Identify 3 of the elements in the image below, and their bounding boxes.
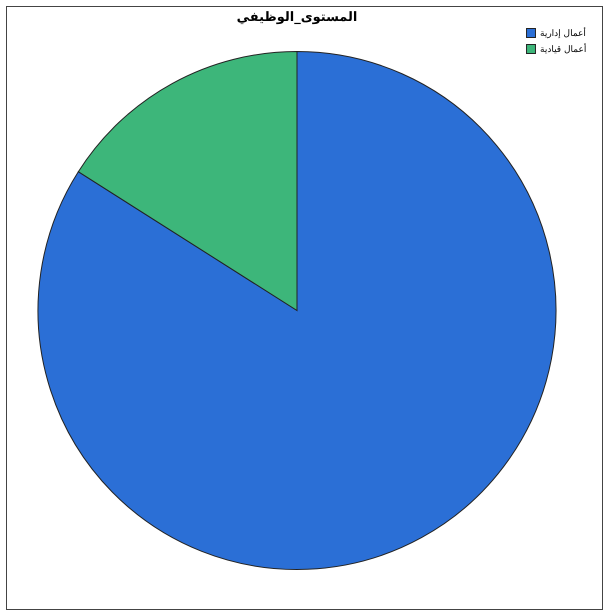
legend-label: أعمال قيادية (540, 43, 586, 55)
legend-label: أعمال إدارية (540, 27, 586, 39)
chart-title: المستوى_الوظيفي (236, 10, 358, 25)
